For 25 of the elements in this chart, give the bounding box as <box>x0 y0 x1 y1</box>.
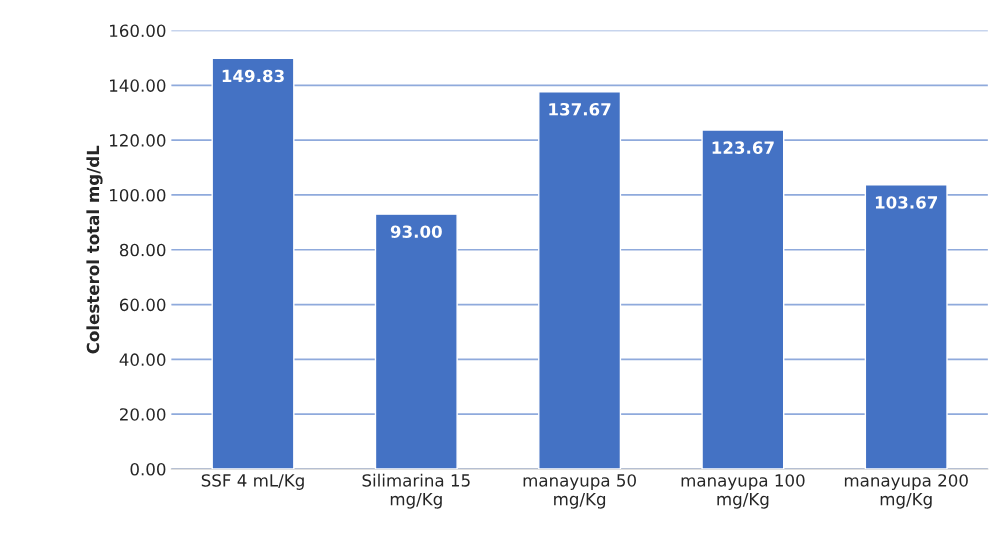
x-tick-label: manayupa 50 mg/Kg <box>523 474 636 509</box>
data-label: 93.00 <box>390 225 442 238</box>
data-label: 123.67 <box>712 141 774 154</box>
y-tick-label: 80.00 <box>119 243 166 257</box>
y-tick-label: 140.00 <box>110 79 166 92</box>
data-label: 149.83 <box>222 69 284 83</box>
bar <box>864 184 948 469</box>
data-label: 137.67 <box>549 102 611 116</box>
y-tick-label: 0.00 <box>130 462 166 476</box>
y-tick-label: 20.00 <box>120 408 166 421</box>
bar <box>374 213 458 469</box>
y-tick-label: 100.00 <box>110 188 166 202</box>
y-tick-label: 40.00 <box>119 353 166 366</box>
y-axis-title: Colesterol total mg/dL <box>86 145 103 354</box>
bar <box>211 57 295 469</box>
bar <box>701 129 785 469</box>
bar <box>538 91 622 469</box>
y-tick-label: 60.00 <box>119 298 166 312</box>
y-tick-label: 160.00 <box>110 24 166 38</box>
data-label: 103.67 <box>875 196 938 209</box>
x-tick-label: manayupa 200 mg/Kg <box>844 474 968 509</box>
x-tick-label: SSF 4 mL/Kg <box>201 474 304 490</box>
y-tick-label: 120.00 <box>110 134 166 147</box>
x-tick-label: Silimarina 15 mg/Kg <box>362 473 470 509</box>
x-tick-label: manayupa 100 mg/Kg <box>681 474 805 509</box>
